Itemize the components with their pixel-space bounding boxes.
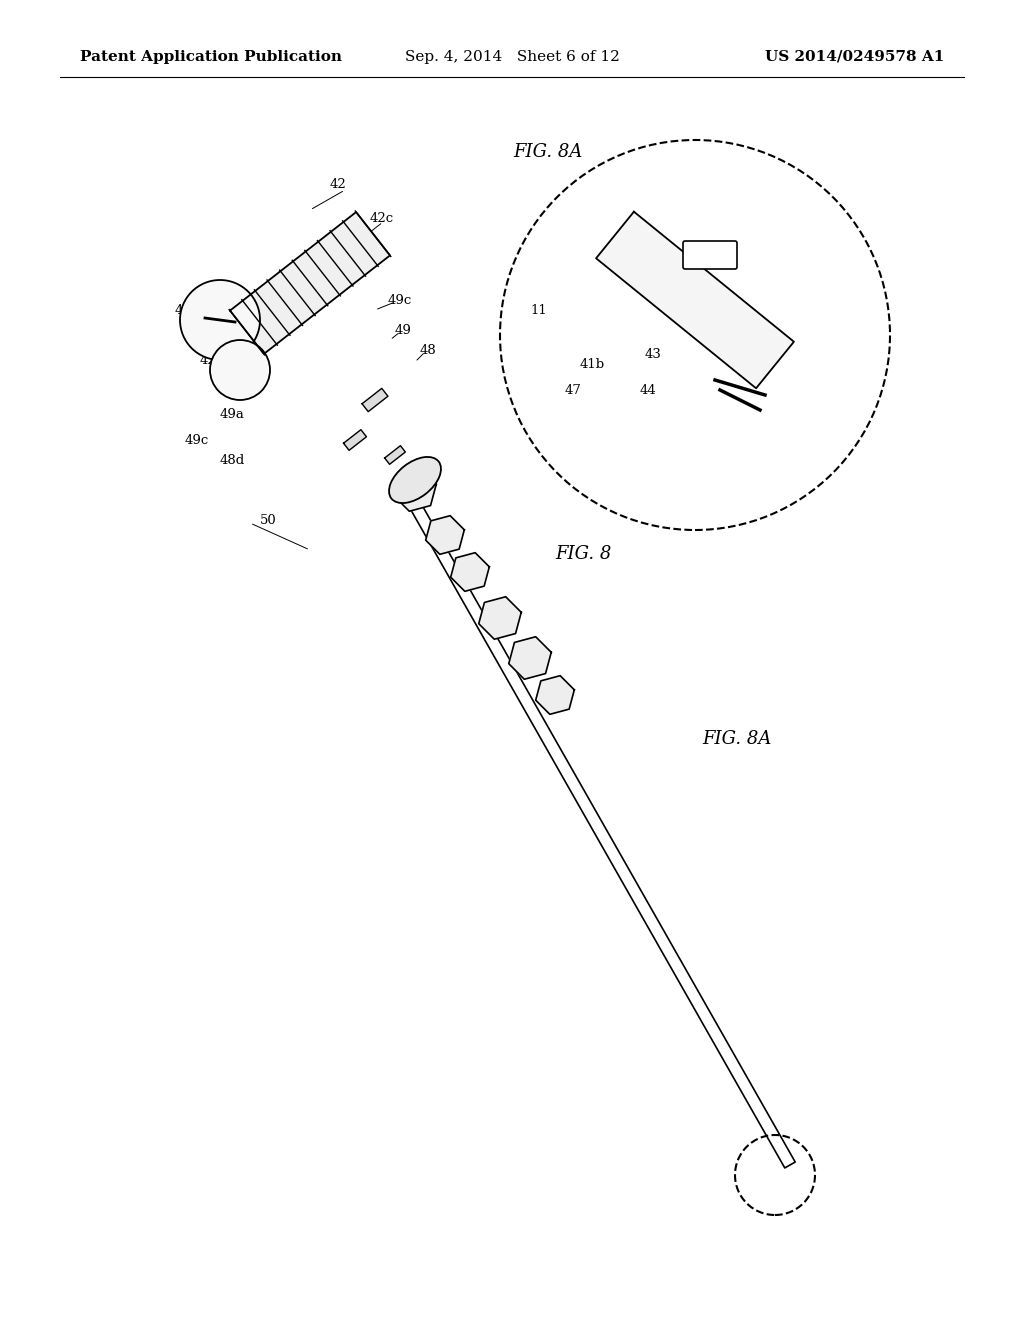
Text: 47: 47 bbox=[565, 384, 582, 396]
Polygon shape bbox=[344, 430, 367, 450]
Ellipse shape bbox=[389, 457, 441, 503]
Text: 48d: 48d bbox=[220, 454, 246, 466]
Text: FIG. 8: FIG. 8 bbox=[555, 545, 612, 564]
Text: US 2014/0249578 A1: US 2014/0249578 A1 bbox=[765, 50, 944, 63]
Polygon shape bbox=[509, 636, 551, 680]
Text: 42b: 42b bbox=[175, 304, 200, 317]
Text: 49b: 49b bbox=[225, 388, 250, 401]
Text: Patent Application Publication: Patent Application Publication bbox=[80, 50, 342, 63]
Polygon shape bbox=[479, 597, 521, 639]
FancyBboxPatch shape bbox=[683, 242, 737, 269]
Text: 49c: 49c bbox=[185, 433, 209, 446]
Text: 44: 44 bbox=[640, 384, 656, 396]
Text: 43: 43 bbox=[645, 348, 662, 362]
Text: 42c: 42c bbox=[370, 211, 394, 224]
Text: 48: 48 bbox=[420, 343, 437, 356]
Polygon shape bbox=[536, 676, 574, 714]
Polygon shape bbox=[385, 446, 406, 465]
Circle shape bbox=[180, 280, 260, 360]
Text: 49a: 49a bbox=[220, 408, 245, 421]
Text: 50: 50 bbox=[260, 513, 276, 527]
Text: 41b: 41b bbox=[580, 359, 605, 371]
Circle shape bbox=[210, 341, 270, 400]
Text: FIG. 8A: FIG. 8A bbox=[702, 730, 772, 748]
Text: 42: 42 bbox=[330, 178, 347, 191]
Text: FIG. 8A: FIG. 8A bbox=[513, 143, 583, 161]
Text: 11: 11 bbox=[530, 304, 547, 317]
Polygon shape bbox=[230, 213, 390, 354]
Text: Sep. 4, 2014   Sheet 6 of 12: Sep. 4, 2014 Sheet 6 of 12 bbox=[404, 50, 620, 63]
Polygon shape bbox=[426, 516, 464, 554]
Text: 42b: 42b bbox=[200, 354, 225, 367]
Text: 49: 49 bbox=[395, 323, 412, 337]
Polygon shape bbox=[362, 388, 388, 412]
Polygon shape bbox=[394, 469, 436, 511]
Polygon shape bbox=[451, 553, 489, 591]
Polygon shape bbox=[596, 211, 794, 388]
Text: 49c: 49c bbox=[388, 293, 413, 306]
Polygon shape bbox=[410, 502, 796, 1168]
